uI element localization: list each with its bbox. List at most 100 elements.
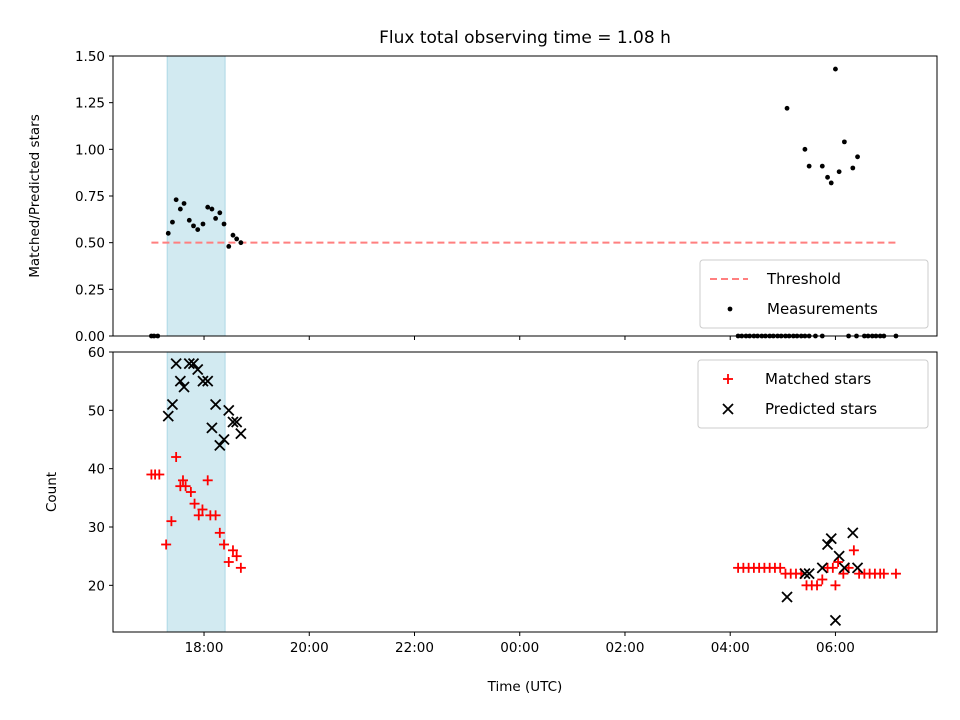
- data-point: [154, 469, 165, 480]
- data-point: [235, 562, 246, 573]
- data-point: [817, 574, 828, 585]
- data-point: [828, 180, 834, 186]
- data-point: [170, 358, 182, 370]
- data-point: [219, 539, 230, 550]
- data-point: [784, 105, 790, 111]
- data-point: [166, 398, 179, 411]
- data-point: [833, 557, 844, 567]
- data-point: [213, 216, 219, 221]
- data-point: [821, 538, 834, 551]
- data-point: [226, 244, 232, 249]
- data-point: [230, 232, 236, 238]
- y-tick-label: 20: [88, 578, 105, 594]
- data-point: [200, 221, 206, 227]
- legend-swatch: [723, 374, 733, 384]
- data-point: [195, 227, 201, 233]
- data-point: [227, 416, 239, 428]
- data-point: [803, 568, 815, 580]
- data-point: [177, 475, 188, 486]
- series-predicted-stars: [162, 358, 864, 626]
- data-point: [191, 223, 196, 229]
- data-point: [214, 527, 225, 538]
- y-tick-label: 40: [88, 462, 105, 478]
- data-point: [177, 206, 183, 212]
- data-point: [202, 475, 213, 486]
- data-point: [806, 163, 812, 169]
- data-point: [833, 550, 845, 562]
- y-tick-label: 30: [88, 520, 105, 536]
- data-point: [851, 562, 864, 574]
- data-point: [187, 358, 200, 370]
- legend-box: [697, 359, 929, 429]
- legend-label: Measurements: [767, 300, 878, 318]
- data-point: [178, 381, 190, 393]
- ratio-panel: 0.00 0.25 0.50 0.75 1.00 1.25 1.50 Threshold Mea…: [75, 49, 938, 345]
- data-point: [161, 539, 172, 550]
- series-measurements: [149, 66, 899, 339]
- data-point: [223, 557, 234, 567]
- data-point: [173, 197, 179, 203]
- data-point: [819, 163, 825, 169]
- data-point: [838, 568, 849, 579]
- data-point: [180, 481, 191, 492]
- data-point: [217, 210, 223, 216]
- data-point: [202, 375, 214, 387]
- y-axis-label-ratio: Matched/Predicted stars: [27, 114, 43, 277]
- data-point: [799, 568, 811, 580]
- data-point: [218, 433, 230, 446]
- y-tick-label: 0.25: [75, 282, 105, 298]
- data-point: [206, 422, 218, 434]
- data-point: [781, 591, 793, 603]
- data-point: [197, 504, 208, 515]
- data-point: [214, 439, 226, 451]
- x-tick-label: 22:00: [395, 640, 434, 656]
- x-tick-label: 04:00: [711, 640, 750, 656]
- data-point: [221, 221, 227, 227]
- data-point: [209, 398, 222, 411]
- data-point: [829, 614, 842, 626]
- data-point: [166, 516, 177, 527]
- data-point: [775, 562, 786, 573]
- data-point: [189, 498, 200, 509]
- data-point: [227, 545, 238, 556]
- data-point: [162, 410, 174, 422]
- legend-label: Matched stars: [765, 370, 871, 388]
- y-tick-label: 50: [88, 403, 105, 419]
- y-tick-label: 0.75: [75, 189, 105, 205]
- data-point: [197, 375, 209, 387]
- data-point: [827, 562, 838, 573]
- y-tick-label: 0.50: [75, 236, 105, 252]
- data-point: [231, 551, 242, 562]
- data-point: [235, 428, 247, 440]
- legend-label: Threshold: [766, 270, 841, 288]
- data-point: [181, 201, 187, 206]
- x-tick-label: 02:00: [606, 640, 645, 656]
- y-axis-label-count: Count: [44, 472, 60, 512]
- data-point: [847, 527, 859, 539]
- data-point: [816, 562, 828, 574]
- data-point: [838, 562, 851, 574]
- data-point: [192, 363, 204, 376]
- data-point: [802, 146, 808, 152]
- plot-frame: [112, 351, 938, 633]
- legend: Threshold Measurements: [699, 259, 929, 329]
- data-point: [183, 358, 195, 370]
- data-point: [193, 510, 204, 521]
- x-tick-label: 00:00: [500, 640, 539, 656]
- y-tick-label: 1.25: [75, 96, 105, 112]
- data-point: [878, 568, 889, 579]
- data-point: [234, 236, 240, 242]
- data-point: [833, 66, 838, 72]
- y-tick-label: 1.50: [75, 49, 105, 65]
- count-panel: 20 30 40 50 60 18:00 20:00 22:00 00:00 02:00 04:00…: [88, 345, 938, 656]
- data-point: [231, 416, 243, 428]
- data-point: [223, 404, 235, 416]
- data-point: [185, 487, 196, 497]
- data-point: [850, 165, 856, 171]
- data-point: [174, 375, 186, 387]
- legend-label: Predicted stars: [765, 400, 877, 418]
- data-point: [238, 240, 244, 246]
- x-axis-label: Time (UTC): [487, 679, 563, 695]
- data-point: [855, 154, 860, 160]
